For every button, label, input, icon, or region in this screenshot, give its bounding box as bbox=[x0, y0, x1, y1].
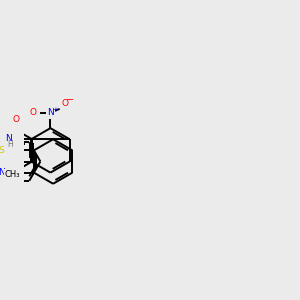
Text: H: H bbox=[7, 140, 13, 149]
Text: O: O bbox=[61, 99, 68, 108]
Text: N: N bbox=[0, 168, 4, 177]
Text: CH₃: CH₃ bbox=[4, 169, 20, 178]
Text: O: O bbox=[12, 115, 19, 124]
Text: N: N bbox=[5, 134, 11, 143]
Text: −: − bbox=[65, 95, 74, 105]
Text: +: + bbox=[52, 107, 58, 113]
Text: O: O bbox=[30, 108, 37, 117]
Text: N: N bbox=[47, 108, 54, 117]
Text: S: S bbox=[0, 146, 4, 155]
